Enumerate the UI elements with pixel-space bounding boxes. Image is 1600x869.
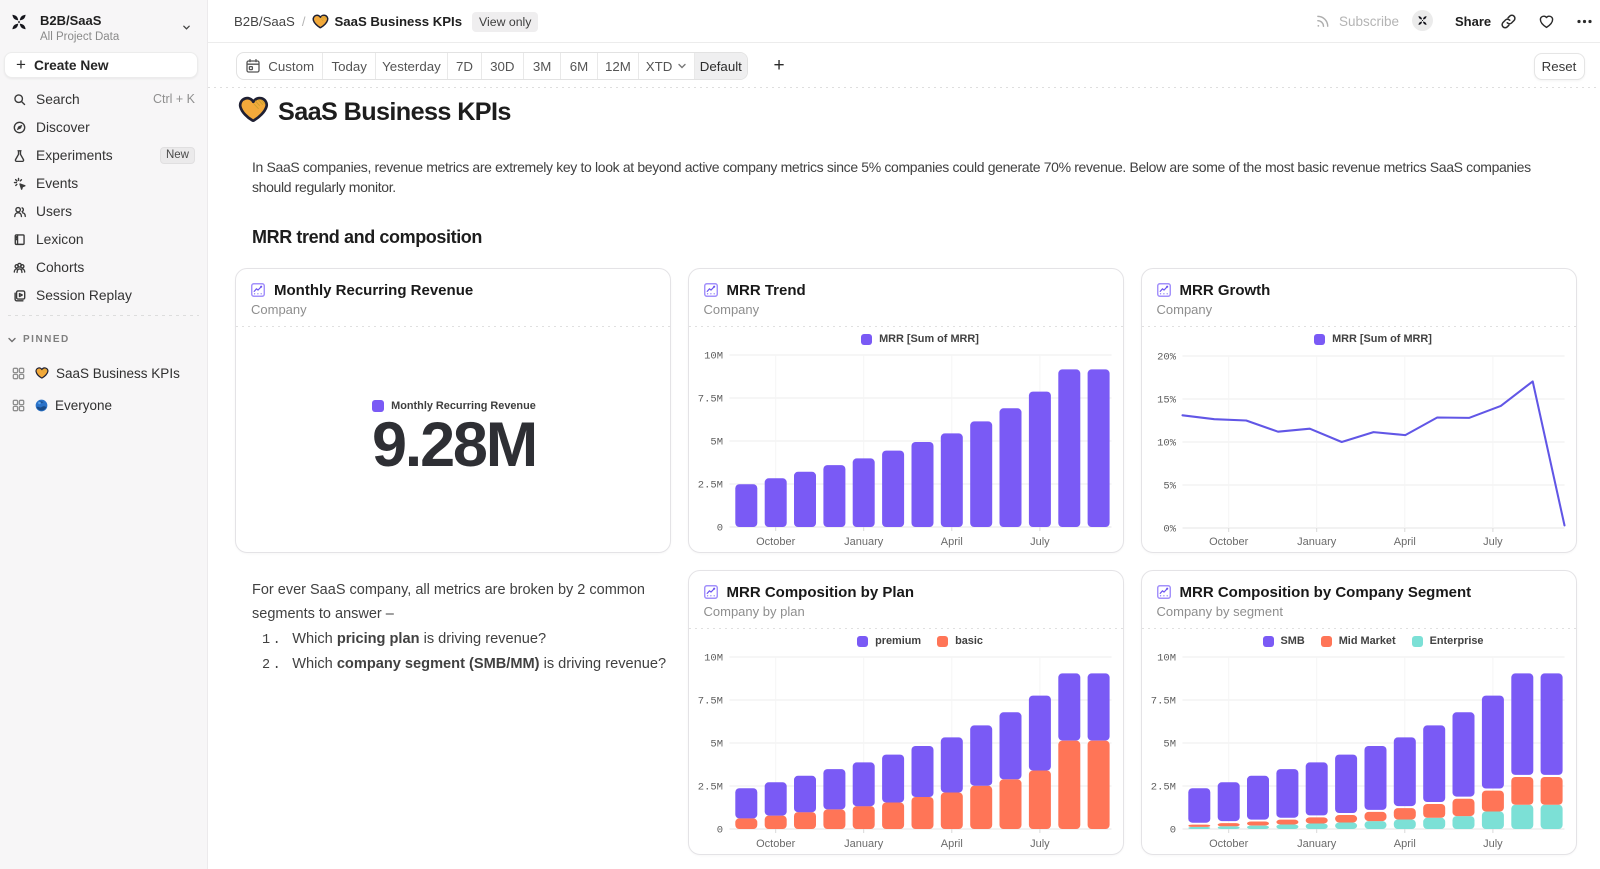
svg-text:5M: 5M — [710, 437, 723, 449]
svg-text:2.5M: 2.5M — [1150, 782, 1175, 794]
svg-text:7.5M: 7.5M — [697, 394, 722, 406]
svg-text:April: April — [1393, 536, 1415, 548]
svg-text:January: January — [1297, 536, 1337, 548]
svg-text:April: April — [940, 838, 962, 850]
svg-text:July: July — [1030, 536, 1050, 548]
svg-text:January: January — [1297, 838, 1337, 850]
svg-text:10M: 10M — [1157, 653, 1176, 665]
svg-text:January: January — [844, 838, 884, 850]
svg-text:20%: 20% — [1157, 352, 1177, 364]
svg-text:October: October — [756, 838, 795, 850]
svg-text:15%: 15% — [1157, 395, 1177, 407]
svg-text:July: July — [1030, 838, 1050, 850]
svg-text:October: October — [1209, 536, 1248, 548]
svg-text:2.5M: 2.5M — [697, 480, 722, 492]
svg-text:5%: 5% — [1163, 481, 1176, 493]
svg-text:July: July — [1483, 536, 1503, 548]
svg-text:5M: 5M — [710, 739, 723, 751]
svg-text:April: April — [940, 536, 962, 548]
svg-text:October: October — [1209, 838, 1248, 850]
svg-text:7.5M: 7.5M — [697, 696, 722, 708]
svg-text:5M: 5M — [1163, 739, 1176, 751]
svg-text:April: April — [1393, 838, 1415, 850]
svg-text:10M: 10M — [704, 653, 723, 665]
svg-text:10M: 10M — [704, 351, 723, 363]
svg-text:July: July — [1483, 838, 1503, 850]
svg-text:0: 0 — [716, 825, 722, 837]
svg-text:0: 0 — [1169, 825, 1175, 837]
svg-text:7.5M: 7.5M — [1150, 696, 1175, 708]
svg-text:0%: 0% — [1163, 524, 1176, 536]
svg-text:October: October — [756, 536, 795, 548]
svg-text:2.5M: 2.5M — [697, 782, 722, 794]
svg-text:10%: 10% — [1157, 438, 1177, 450]
svg-text:January: January — [844, 536, 884, 548]
svg-text:0: 0 — [716, 523, 722, 535]
